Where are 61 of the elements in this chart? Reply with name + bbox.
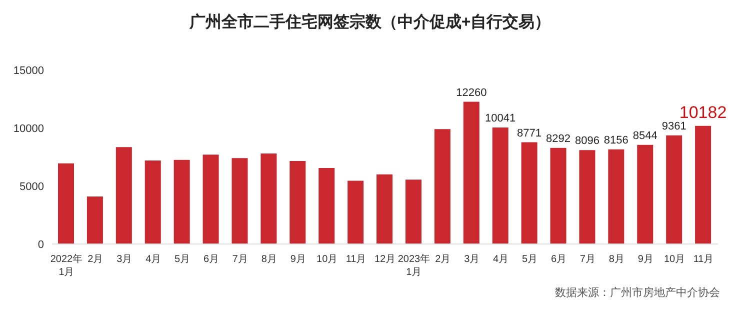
data-label: 9361 xyxy=(662,120,686,132)
x-tick-label: 8月 xyxy=(261,254,277,265)
bar xyxy=(58,163,74,244)
bar xyxy=(232,158,248,244)
bar xyxy=(608,149,624,244)
bar xyxy=(550,148,566,244)
bar xyxy=(144,160,161,244)
bar xyxy=(463,102,480,244)
x-tick-label: 2022年 1月 xyxy=(50,253,83,278)
bar xyxy=(579,150,596,244)
bar xyxy=(348,180,364,244)
x-tick-label: 6月 xyxy=(550,254,567,265)
bar xyxy=(116,147,132,244)
bar xyxy=(666,135,682,244)
x-tick-label: 3月 xyxy=(116,254,132,265)
y-tick-label: 5000 xyxy=(20,180,44,193)
bar xyxy=(695,126,712,244)
x-tick-label: 4月 xyxy=(146,254,162,265)
bar xyxy=(86,196,103,244)
bar xyxy=(521,142,538,244)
x-tick-label: 10月 xyxy=(664,254,686,265)
source-note: 数据来源：广州市房地产中介协会 xyxy=(555,286,720,300)
x-tick-label: 11月 xyxy=(693,254,714,265)
x-tick-label: 9月 xyxy=(638,254,654,265)
x-tick-label: 7月 xyxy=(232,254,248,265)
bar xyxy=(174,160,190,244)
bar xyxy=(405,180,422,244)
y-tick-label: 15000 xyxy=(13,64,44,77)
x-tick-label: 5月 xyxy=(522,254,538,265)
y-tick-label: 0 xyxy=(38,238,44,251)
x-tick-label: 9月 xyxy=(290,254,306,265)
data-label: 10041 xyxy=(485,112,516,125)
bar xyxy=(492,128,508,244)
bar xyxy=(290,161,306,244)
x-tick-label: 4月 xyxy=(493,254,509,265)
bar xyxy=(318,168,335,244)
data-label: 8096 xyxy=(574,135,600,148)
data-label: 8771 xyxy=(517,127,542,140)
bar xyxy=(376,174,393,244)
bar xyxy=(637,144,654,244)
data-label: 8292 xyxy=(546,132,571,145)
x-tick-label: 2023年 1月 xyxy=(398,253,430,278)
bar xyxy=(260,154,277,244)
y-tick-label: 10000 xyxy=(13,122,44,135)
bar xyxy=(434,129,450,244)
chart-title: 广州全市二手住宅网签宗数（中介促成+自行交易） xyxy=(188,12,552,33)
data-label: 10182 xyxy=(679,102,727,122)
x-tick-label: 12月 xyxy=(374,254,396,265)
data-label: 8544 xyxy=(632,130,658,142)
x-tick-label: 6月 xyxy=(203,254,220,265)
x-tick-label: 2月 xyxy=(88,254,104,265)
x-tick-label: 2月 xyxy=(435,254,451,265)
x-tick-label: 11月 xyxy=(346,254,366,265)
data-label: 12260 xyxy=(456,86,487,99)
x-tick-label: 10月 xyxy=(316,254,338,265)
data-label: 8156 xyxy=(604,134,628,146)
x-tick-label: 3月 xyxy=(464,254,480,265)
x-tick-label: 5月 xyxy=(174,254,190,265)
x-tick-label: 7月 xyxy=(580,254,596,265)
bar xyxy=(202,154,219,244)
x-tick-label: 8月 xyxy=(608,254,624,265)
